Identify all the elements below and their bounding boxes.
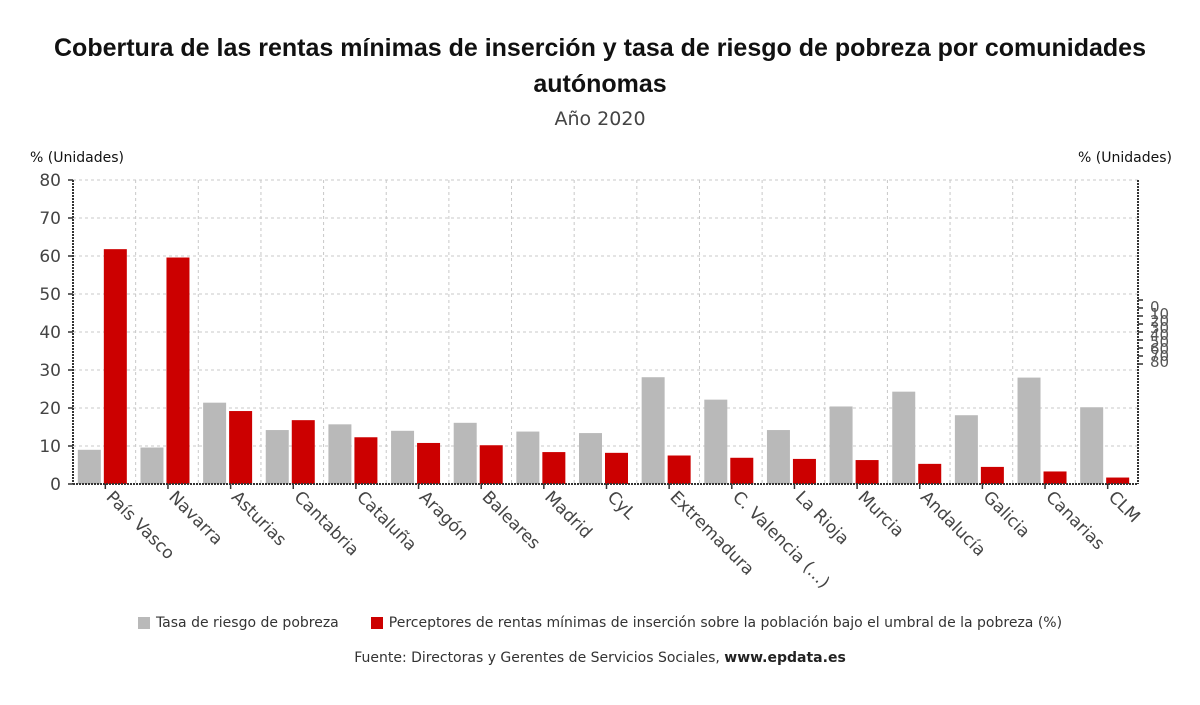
bar-perceptores[interactable]	[417, 442, 441, 484]
right-y-tick-label: 30	[1150, 319, 1169, 337]
bar-perceptores[interactable]	[980, 466, 1004, 484]
bars	[77, 249, 1130, 485]
x-tick-label: Galicia	[979, 487, 1034, 542]
x-tick-label: Murcia	[854, 487, 908, 541]
x-tick-label: Baleares	[478, 487, 544, 553]
bar-perceptores[interactable]	[605, 452, 628, 484]
right-y-tick-label: 70	[1150, 347, 1169, 365]
bar-tasa-riesgo[interactable]	[579, 433, 602, 484]
right-axis-unit-label: % (Unidades)	[1078, 150, 1172, 166]
bar-tasa-riesgo[interactable]	[265, 430, 289, 484]
right-y-tick-label: 50	[1150, 333, 1169, 351]
y-tick-label: 80	[39, 171, 61, 191]
bar-tasa-riesgo[interactable]	[766, 430, 790, 484]
source-note: Fuente: Directoras y Gerentes de Servici…	[0, 650, 1200, 666]
bar-perceptores[interactable]	[855, 460, 879, 484]
bar-perceptores[interactable]	[730, 457, 754, 484]
bar-perceptores[interactable]	[354, 437, 378, 484]
x-tick-label: Aragón	[415, 487, 472, 544]
bar-perceptores[interactable]	[918, 463, 942, 484]
y-tick-label: 10	[39, 437, 61, 457]
bar-tasa-riesgo[interactable]	[203, 402, 227, 484]
bar-tasa-riesgo[interactable]	[391, 430, 415, 484]
bar-perceptores[interactable]	[479, 445, 503, 484]
x-tick-label: Asturias	[227, 487, 290, 550]
legend-label-tasa: Tasa de riesgo de pobreza	[155, 615, 339, 631]
bar-perceptores[interactable]	[291, 420, 315, 484]
source-link[interactable]: www.epdata.es	[724, 650, 846, 666]
right-y-tick-label: 80	[1150, 353, 1169, 371]
right-y-tick-label: 40	[1150, 326, 1169, 344]
y-tick-label: 30	[39, 361, 61, 381]
grid-lines	[73, 179, 1138, 484]
chart-subtitle: Año 2020	[554, 108, 646, 130]
chart-title: Cobertura de las rentas mínimas de inser…	[54, 34, 1146, 98]
bar-perceptores[interactable]	[1043, 471, 1067, 484]
y-tick-label: 40	[39, 323, 61, 343]
legend-swatch-red	[370, 617, 383, 629]
right-y-tick-label: 60	[1150, 340, 1169, 358]
right-y-tick-label: 10	[1150, 305, 1169, 323]
right-y-tick-label: 20	[1150, 312, 1169, 330]
bar-perceptores[interactable]	[1106, 477, 1130, 484]
legend-swatch-gray	[137, 617, 150, 629]
bar-tasa-riesgo[interactable]	[516, 431, 540, 484]
bar-tasa-riesgo[interactable]	[704, 399, 728, 484]
bar-tasa-riesgo[interactable]	[140, 447, 164, 484]
bar-tasa-riesgo[interactable]	[1017, 377, 1041, 484]
bar-perceptores[interactable]	[792, 458, 816, 484]
x-tick-label: CLM	[1104, 487, 1144, 527]
source-text: Fuente: Directoras y Gerentes de Servici…	[354, 650, 725, 666]
x-tick-label: Andalucía	[916, 487, 989, 560]
x-tick-label: Cantabria	[290, 487, 363, 560]
x-tick-label: La Rioja	[791, 487, 853, 549]
legend-item-tasa[interactable]: Tasa de riesgo de pobreza	[137, 615, 339, 631]
bar-tasa-riesgo[interactable]	[328, 424, 352, 484]
bar-perceptores[interactable]	[229, 411, 253, 484]
bar-tasa-riesgo[interactable]	[641, 377, 665, 484]
y-axis-ticks: 0 10 20 30 40 50 60 70 80	[39, 171, 73, 495]
y-tick-label: 70	[39, 209, 61, 229]
legend-label-perceptores: Perceptores de rentas mínimas de inserci…	[388, 615, 1063, 631]
bar-tasa-riesgo[interactable]	[453, 422, 477, 484]
y-tick-label: 50	[39, 285, 61, 305]
legend-item-perceptores[interactable]: Perceptores de rentas mínimas de inserci…	[370, 615, 1063, 631]
bar-tasa-riesgo[interactable]	[77, 449, 101, 484]
bar-tasa-riesgo[interactable]	[1080, 407, 1104, 484]
legend: Tasa de riesgo de pobreza Perceptores de…	[0, 615, 1200, 631]
y-tick-label: 20	[39, 399, 61, 419]
bar-perceptores[interactable]	[166, 257, 190, 484]
y-tick-label: 0	[50, 475, 61, 495]
bar-perceptores[interactable]	[103, 249, 127, 484]
bar-tasa-riesgo[interactable]	[892, 391, 916, 484]
left-axis-unit-label: % (Unidades)	[30, 150, 124, 166]
bar-tasa-riesgo[interactable]	[829, 406, 853, 484]
x-tick-label: Navarra	[164, 487, 226, 549]
bar-perceptores[interactable]	[667, 455, 691, 485]
right-y-tick-label: 0	[1150, 298, 1160, 316]
x-tick-label: CyL	[603, 487, 640, 524]
x-tick-label: Canarias	[1041, 487, 1108, 554]
bar-perceptores[interactable]	[542, 452, 566, 484]
x-tick-label: Madrid	[540, 487, 595, 542]
y-tick-label: 60	[39, 247, 61, 267]
bar-tasa-riesgo[interactable]	[954, 415, 978, 484]
